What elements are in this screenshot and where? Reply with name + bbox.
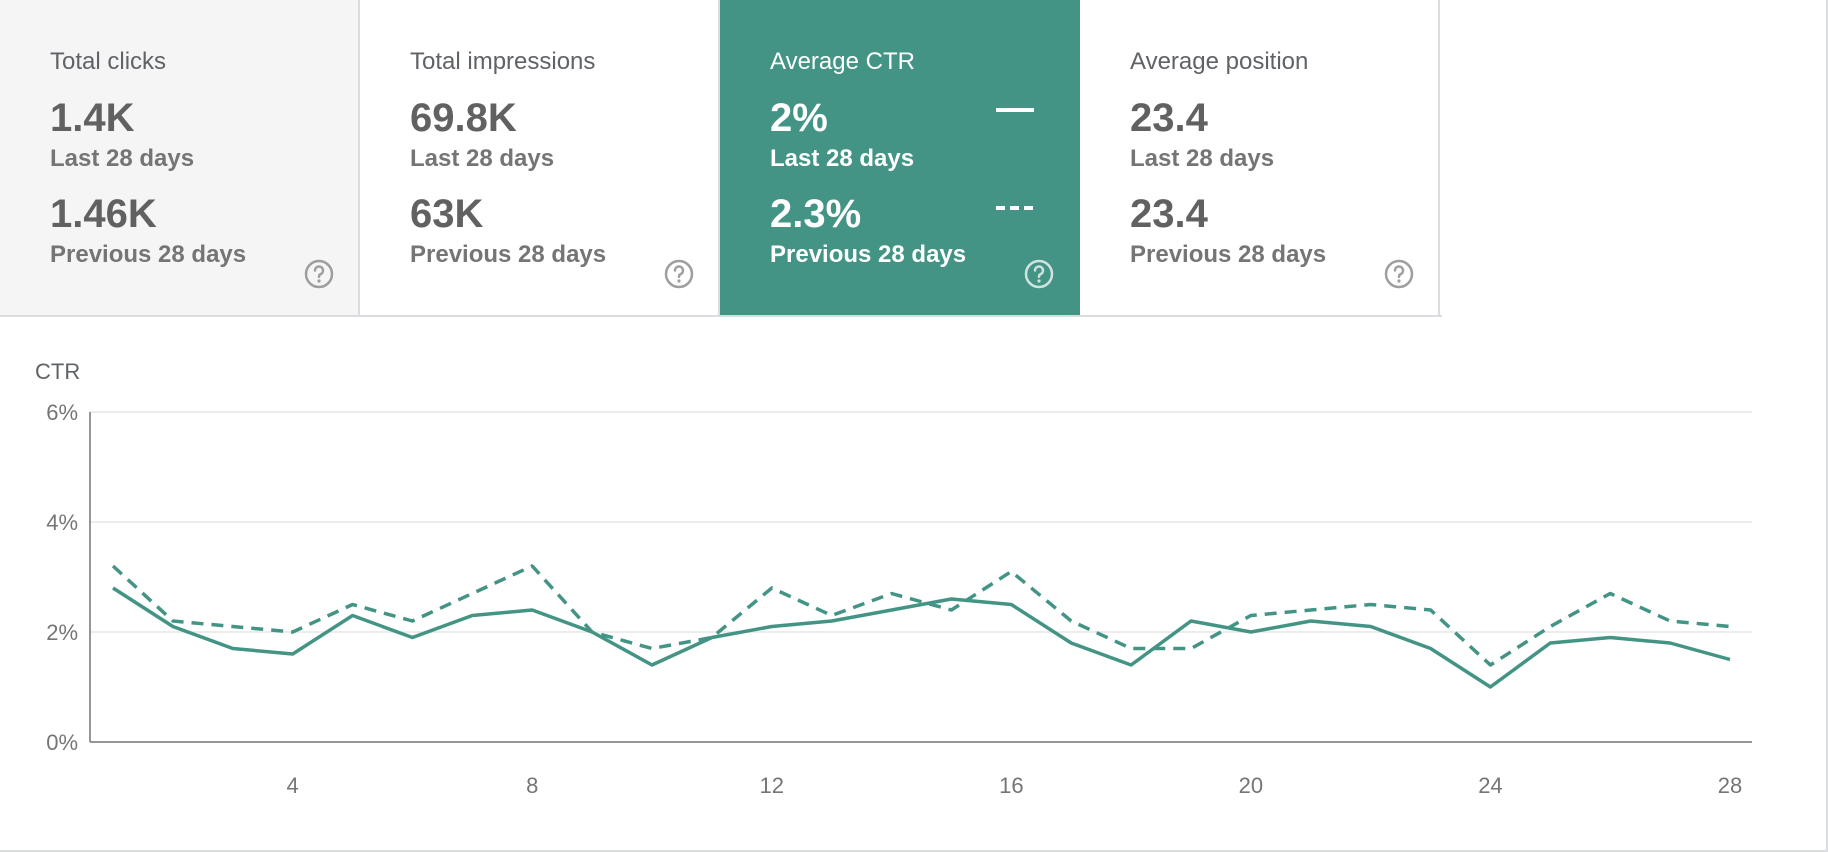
current-value: 1.4K — [50, 96, 135, 140]
y-axis-label: CTR — [35, 359, 80, 384]
help-circle-icon[interactable] — [1023, 258, 1055, 290]
card-average-position[interactable]: Average position 23.4 Last 28 days 23.4 … — [1080, 0, 1440, 315]
previous-period-label: Previous 28 days — [410, 241, 607, 268]
dashed-line-legend-icon — [996, 206, 1034, 210]
help-circle-icon[interactable] — [663, 258, 695, 290]
x-tick-label: 20 — [1239, 773, 1263, 798]
x-tick-label: 8 — [526, 773, 538, 798]
card-average-ctr[interactable]: Average CTR 2% Last 28 days 2.3% Previou… — [720, 0, 1080, 315]
current-period-label: Last 28 days — [50, 145, 195, 172]
card-total-clicks[interactable]: Total clicks 1.4K Last 28 days 1.46K Pre… — [0, 0, 360, 315]
x-tick-label: 24 — [1478, 773, 1502, 798]
card-title: Total clicks — [50, 48, 167, 75]
current-value: 23.4 — [1130, 96, 1208, 140]
previous-value: 63K — [410, 192, 484, 236]
metric-cards: Total clicks 1.4K Last 28 days 1.46K Pre… — [0, 0, 1442, 317]
previous-value: 2.3% — [770, 192, 862, 236]
ctr-chart: CTR 0% 2% 4% 6% 4 8 12 16 20 24 28 — [0, 317, 1826, 850]
card-title: Average position — [1130, 48, 1309, 75]
x-tick-label: 12 — [760, 773, 784, 798]
current-period-label: Last 28 days — [770, 145, 915, 172]
card-total-impressions[interactable]: Total impressions 69.8K Last 28 days 63K… — [360, 0, 720, 315]
previous-period-line — [111, 564, 1731, 667]
ctr-line-chart: CTR 0% 2% 4% 6% 4 8 12 16 20 24 28 — [35, 359, 1752, 798]
current-value: 2% — [770, 96, 828, 140]
current-period-label: Last 28 days — [1130, 145, 1275, 172]
y-tick-label: 0% — [46, 730, 78, 755]
y-tick-label: 2% — [46, 620, 78, 645]
previous-value: 1.46K — [50, 192, 157, 236]
y-tick-label: 4% — [46, 510, 78, 535]
current-period-line — [112, 586, 1731, 689]
x-tick-label: 4 — [287, 773, 299, 798]
card-title: Average CTR — [770, 48, 915, 75]
solid-line-legend-icon — [996, 108, 1034, 112]
help-circle-icon[interactable] — [303, 258, 335, 290]
previous-period-label: Previous 28 days — [1130, 241, 1327, 268]
x-tick-label: 28 — [1718, 773, 1742, 798]
x-tick-label: 16 — [999, 773, 1023, 798]
y-tick-label: 6% — [46, 400, 78, 425]
previous-value: 23.4 — [1130, 192, 1208, 236]
previous-period-label: Previous 28 days — [50, 241, 247, 268]
current-period-label: Last 28 days — [410, 145, 555, 172]
help-circle-icon[interactable] — [1383, 258, 1415, 290]
current-value: 69.8K — [410, 96, 517, 140]
previous-period-label: Previous 28 days — [770, 241, 967, 268]
card-title: Total impressions — [410, 48, 596, 75]
